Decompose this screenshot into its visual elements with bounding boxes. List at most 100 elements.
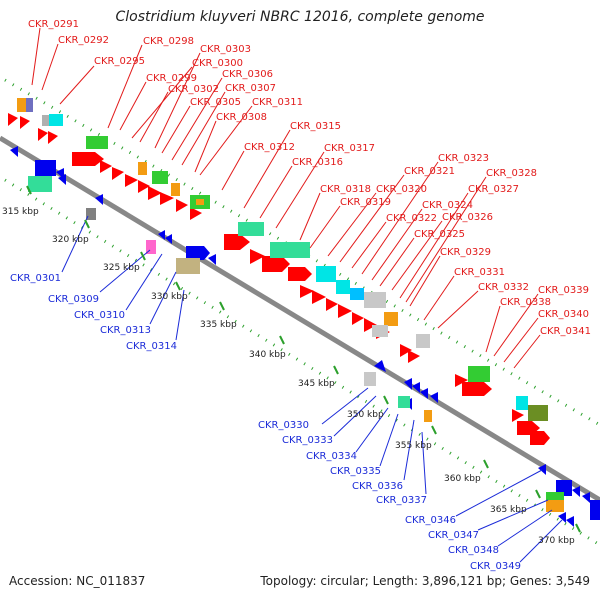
reverse-leader-lines <box>61 215 563 563</box>
gene-label: CKR_0329 <box>440 247 491 258</box>
gene-feature[interactable] <box>28 176 52 192</box>
cds-feature[interactable] <box>262 256 290 272</box>
cds-feature[interactable] <box>160 192 174 205</box>
gene-feature[interactable] <box>336 280 350 294</box>
gene-label: CKR_0315 <box>290 121 341 132</box>
gene-feature[interactable] <box>146 240 156 254</box>
gene-feature[interactable] <box>270 242 310 258</box>
gene-feature[interactable] <box>49 114 63 126</box>
cds-feature[interactable] <box>558 512 566 523</box>
position-label: 335 kbp <box>200 320 237 330</box>
cds-feature[interactable] <box>566 516 574 527</box>
gene-label: CKR_0312 <box>244 142 295 153</box>
cds-feature[interactable] <box>8 113 18 126</box>
cds-feature[interactable] <box>224 234 250 250</box>
gene-feature[interactable] <box>528 405 548 421</box>
gene-label: CKR_0332 <box>478 282 529 293</box>
reverse-other-features[interactable] <box>28 176 564 512</box>
cds-feature[interactable] <box>10 146 18 157</box>
gene-feature[interactable] <box>171 183 180 196</box>
gene-feature[interactable] <box>468 366 490 382</box>
gene-feature[interactable] <box>86 208 96 220</box>
gene-label: CKR_0307 <box>225 83 276 94</box>
gene-feature[interactable] <box>316 266 336 282</box>
gene-label: CKR_0331 <box>454 267 505 278</box>
cds-feature[interactable] <box>35 160 56 176</box>
reverse-cds-features[interactable] <box>10 146 600 527</box>
gene-feature[interactable] <box>372 325 388 337</box>
gene-feature[interactable] <box>86 136 108 149</box>
cds-feature[interactable] <box>100 160 112 173</box>
gene-label: CKR_0323 <box>438 153 489 164</box>
gene-feature[interactable] <box>546 500 564 512</box>
gene-feature[interactable] <box>364 292 386 308</box>
cds-feature[interactable] <box>250 249 265 264</box>
cds-feature[interactable] <box>72 152 104 166</box>
cds-feature[interactable] <box>112 167 124 180</box>
cds-feature[interactable] <box>148 186 162 200</box>
cds-feature[interactable] <box>190 207 202 220</box>
forward-cds-features[interactable] <box>8 113 550 445</box>
gene-feature[interactable] <box>516 396 528 410</box>
cds-feature[interactable] <box>176 199 188 212</box>
cds-feature[interactable] <box>38 128 48 141</box>
gene-label: CKR_0336 <box>352 481 403 492</box>
cds-feature[interactable] <box>338 304 352 318</box>
cds-feature[interactable] <box>138 180 150 193</box>
gene-feature[interactable] <box>26 98 33 112</box>
cds-feature[interactable] <box>455 374 468 387</box>
cds-feature[interactable] <box>462 382 492 396</box>
gene-label: CKR_0305 <box>190 97 241 108</box>
cds-feature[interactable] <box>352 312 364 325</box>
cds-feature[interactable] <box>572 486 580 497</box>
gene-feature[interactable] <box>350 288 364 300</box>
gene-feature[interactable] <box>238 222 264 236</box>
cds-feature[interactable] <box>364 318 377 332</box>
position-label: 360 kbp <box>444 474 481 484</box>
gene-label: CKR_0327 <box>468 184 519 195</box>
cds-feature[interactable] <box>400 344 412 357</box>
gene-label: CKR_0339 <box>538 285 589 296</box>
cds-feature[interactable] <box>408 350 420 363</box>
cds-feature[interactable] <box>404 378 412 390</box>
gene-feature[interactable] <box>196 199 204 205</box>
gene-feature[interactable] <box>176 258 200 274</box>
cds-feature[interactable] <box>288 267 312 281</box>
gene-feature[interactable] <box>424 410 432 422</box>
forward-other-features[interactable] <box>17 98 548 421</box>
gene-feature[interactable] <box>384 312 398 326</box>
gene-label: CKR_0321 <box>404 166 455 177</box>
cds-feature[interactable] <box>590 500 600 520</box>
gene-feature[interactable] <box>42 115 50 126</box>
gene-feature[interactable] <box>364 372 376 386</box>
gene-label: CKR_0310 <box>74 310 125 321</box>
cds-feature[interactable] <box>165 234 172 244</box>
cds-feature[interactable] <box>158 230 165 240</box>
cds-feature[interactable] <box>326 298 338 311</box>
cds-feature[interactable] <box>312 290 326 304</box>
cds-feature[interactable] <box>512 409 524 422</box>
cds-feature[interactable] <box>538 464 546 475</box>
cds-feature[interactable] <box>582 492 590 503</box>
position-ticks <box>26 185 581 533</box>
cds-feature[interactable] <box>48 131 58 144</box>
cds-feature[interactable] <box>208 254 216 265</box>
cds-feature[interactable] <box>412 382 420 393</box>
cds-feature[interactable] <box>420 388 428 399</box>
gene-label: CKR_0338 <box>500 297 551 308</box>
cds-feature[interactable] <box>95 194 103 205</box>
cds-feature[interactable] <box>125 174 138 187</box>
cds-feature[interactable] <box>300 285 314 298</box>
gene-feature[interactable] <box>152 171 168 184</box>
cds-feature[interactable] <box>430 392 438 403</box>
cds-feature[interactable] <box>530 431 550 445</box>
cds-feature[interactable] <box>374 360 386 372</box>
cds-feature[interactable] <box>20 116 30 129</box>
gene-feature[interactable] <box>398 396 410 408</box>
cds-feature[interactable] <box>58 174 66 185</box>
gene-label: CKR_0295 <box>94 56 145 67</box>
gene-feature[interactable] <box>416 334 430 348</box>
gene-feature[interactable] <box>138 162 147 175</box>
gene-feature[interactable] <box>17 98 26 112</box>
cds-feature[interactable] <box>186 246 210 260</box>
